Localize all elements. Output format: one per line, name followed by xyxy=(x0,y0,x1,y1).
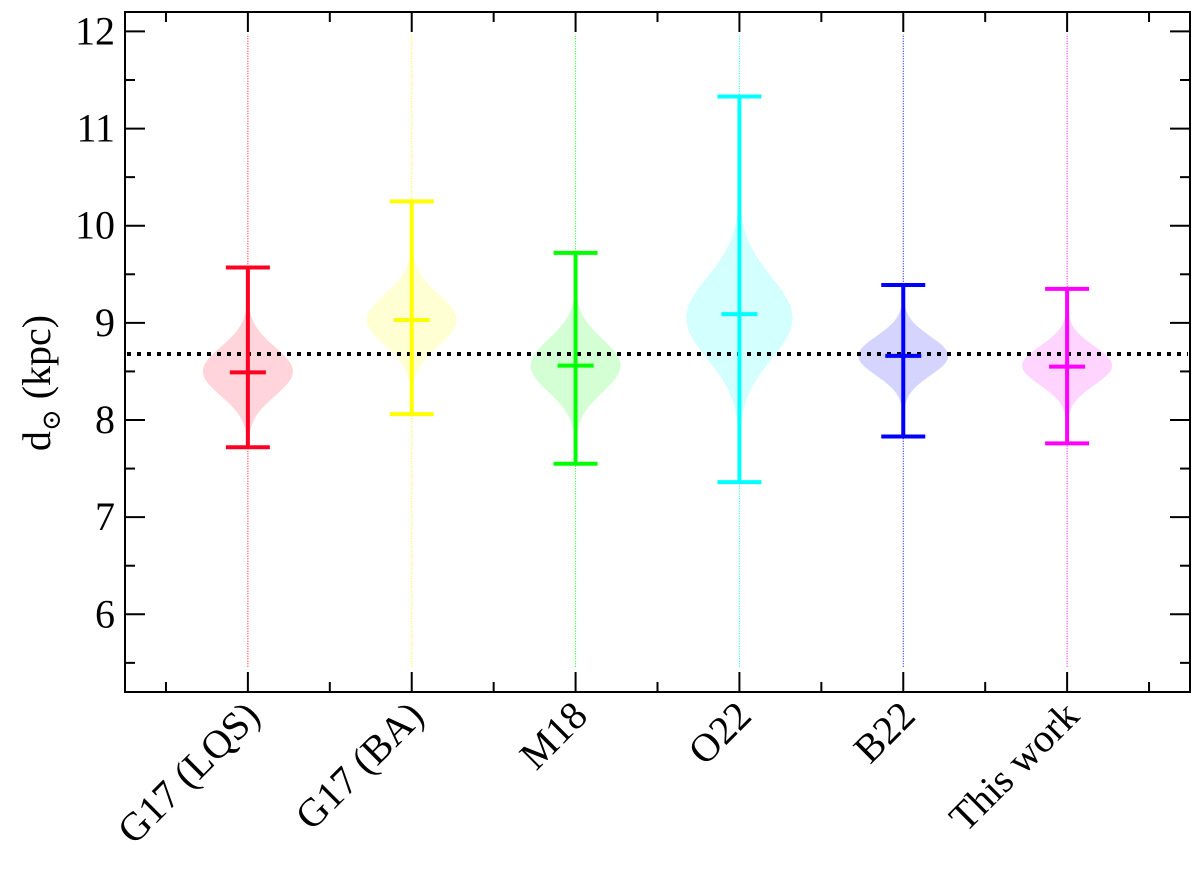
x-category-label: M18 xyxy=(511,693,596,778)
y-axis-title: d⊙ (kpc) xyxy=(14,315,66,451)
x-category-label: B22 xyxy=(845,693,924,772)
violin-layer xyxy=(202,106,1113,478)
y-tick-label: 12 xyxy=(75,8,115,53)
errorbar-layer xyxy=(225,94,1090,485)
y-tick-label: 6 xyxy=(95,591,115,636)
x-category-label: G17 (BA) xyxy=(286,693,432,839)
x-category-label: This work xyxy=(940,693,1087,840)
x-category-label: G17 (LQS) xyxy=(108,693,268,853)
y-tick-label: 9 xyxy=(95,300,115,345)
category-guide-lines xyxy=(247,34,1068,667)
y-tick-label: 10 xyxy=(75,203,115,248)
y-axis-title-unit: (kpc) xyxy=(14,315,59,409)
x-category-label: O22 xyxy=(679,693,760,774)
y-axis-ticks: 6 7 8 9 10 11 12 xyxy=(75,8,1190,664)
y-tick-label: 7 xyxy=(95,494,115,539)
y-tick-label: 8 xyxy=(95,397,115,442)
x-axis-ticks xyxy=(164,12,1151,692)
y-axis-title-main: d xyxy=(14,431,59,451)
x-axis-category-labels: G17 (LQS) G17 (BA) M18 O22 B22 This work xyxy=(108,693,1087,853)
y-tick-label: 11 xyxy=(76,106,115,151)
y-axis-title-sub: ⊙ xyxy=(37,409,66,431)
